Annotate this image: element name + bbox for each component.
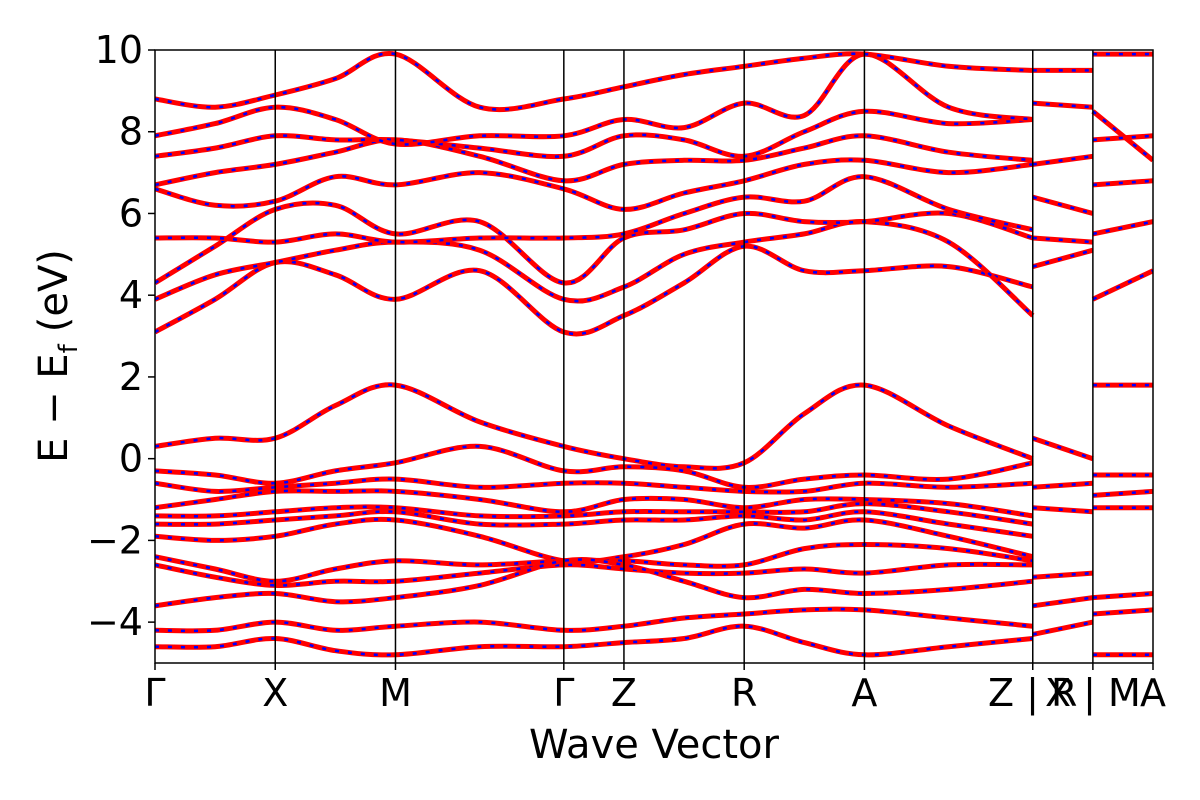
band-line-43 bbox=[1092, 591, 1153, 601]
band-lines bbox=[155, 50, 1153, 658]
y-tick-label: 2 bbox=[119, 355, 143, 399]
y-axis-label-main: E − E bbox=[31, 353, 77, 463]
band-line-22 bbox=[1032, 100, 1094, 110]
y-tick-label: 6 bbox=[119, 191, 143, 235]
band-line-3 bbox=[155, 174, 1034, 245]
band-line-29 bbox=[1032, 505, 1094, 515]
band-line-25 bbox=[1032, 235, 1094, 245]
band-line-44 bbox=[1092, 607, 1153, 617]
band-line-31 bbox=[1032, 595, 1094, 609]
y-axis-label: E − Ef (eV) bbox=[31, 249, 84, 463]
x-tick-label: X | M bbox=[1045, 671, 1141, 716]
band-line-dashed-8 bbox=[155, 52, 1033, 111]
band-line-dashed-27 bbox=[1032, 437, 1094, 460]
band-line-dashed-3 bbox=[155, 175, 1034, 244]
y-tick-label: 10 bbox=[95, 28, 143, 72]
band-line-4 bbox=[155, 157, 1034, 212]
band-line-dashed-12 bbox=[155, 489, 1033, 518]
band-line-37 bbox=[1092, 219, 1153, 237]
x-axis-label: Wave Vector bbox=[529, 722, 780, 768]
x-tick-label: A bbox=[1140, 671, 1166, 715]
band-line-dashed-19 bbox=[155, 607, 1033, 633]
band-line-15 bbox=[155, 516, 1034, 565]
x-tick-label: Γ bbox=[144, 671, 165, 715]
band-line-19 bbox=[155, 606, 1034, 634]
x-tick-label: M bbox=[379, 671, 412, 715]
band-line-5 bbox=[155, 133, 1034, 188]
band-line-7 bbox=[155, 51, 1034, 147]
band-line-dashed-11 bbox=[155, 477, 1033, 494]
x-tick-label: Z | R bbox=[988, 671, 1077, 716]
band-line-dashed-38 bbox=[1092, 269, 1153, 301]
band-line-36 bbox=[1092, 178, 1153, 188]
y-tick-label: 4 bbox=[119, 273, 143, 317]
y-tick-label: 0 bbox=[119, 437, 143, 481]
band-line-dashed-6 bbox=[155, 110, 1033, 158]
x-tick-label: A bbox=[851, 671, 877, 715]
band-line-38 bbox=[1091, 268, 1153, 302]
band-line-dashed-7 bbox=[155, 52, 1033, 146]
band-line-41 bbox=[1092, 488, 1153, 498]
band-line-35 bbox=[1092, 133, 1153, 143]
high-symmetry-lines bbox=[274, 50, 1094, 663]
x-tick-label: R bbox=[731, 671, 757, 715]
y-tick-label: 8 bbox=[119, 110, 143, 154]
band-line-9 bbox=[155, 382, 1034, 471]
band-line-6 bbox=[155, 108, 1033, 160]
band-line-28 bbox=[1032, 480, 1094, 490]
band-line-23 bbox=[1032, 153, 1094, 167]
band-line-30 bbox=[1032, 570, 1094, 580]
x-tick-label: Z bbox=[611, 671, 637, 715]
band-line-26 bbox=[1032, 247, 1094, 270]
y-tick-label: −2 bbox=[87, 518, 143, 562]
y-axis-ticks: −4 −2 0 2 4 6 8 10 bbox=[87, 28, 155, 644]
band-line-24 bbox=[1032, 194, 1094, 216]
plot-frame bbox=[154, 49, 1154, 664]
band-line-dashed-17 bbox=[155, 563, 1033, 587]
y-tick-label: −4 bbox=[87, 600, 143, 644]
y-axis-label-subscript: f bbox=[54, 343, 84, 353]
x-tick-label: Γ bbox=[553, 671, 574, 715]
band-line-32 bbox=[1032, 619, 1094, 637]
x-tick-label: X bbox=[262, 671, 288, 715]
y-axis-label-unit: (eV) bbox=[31, 249, 77, 332]
band-line-8 bbox=[155, 50, 1033, 113]
